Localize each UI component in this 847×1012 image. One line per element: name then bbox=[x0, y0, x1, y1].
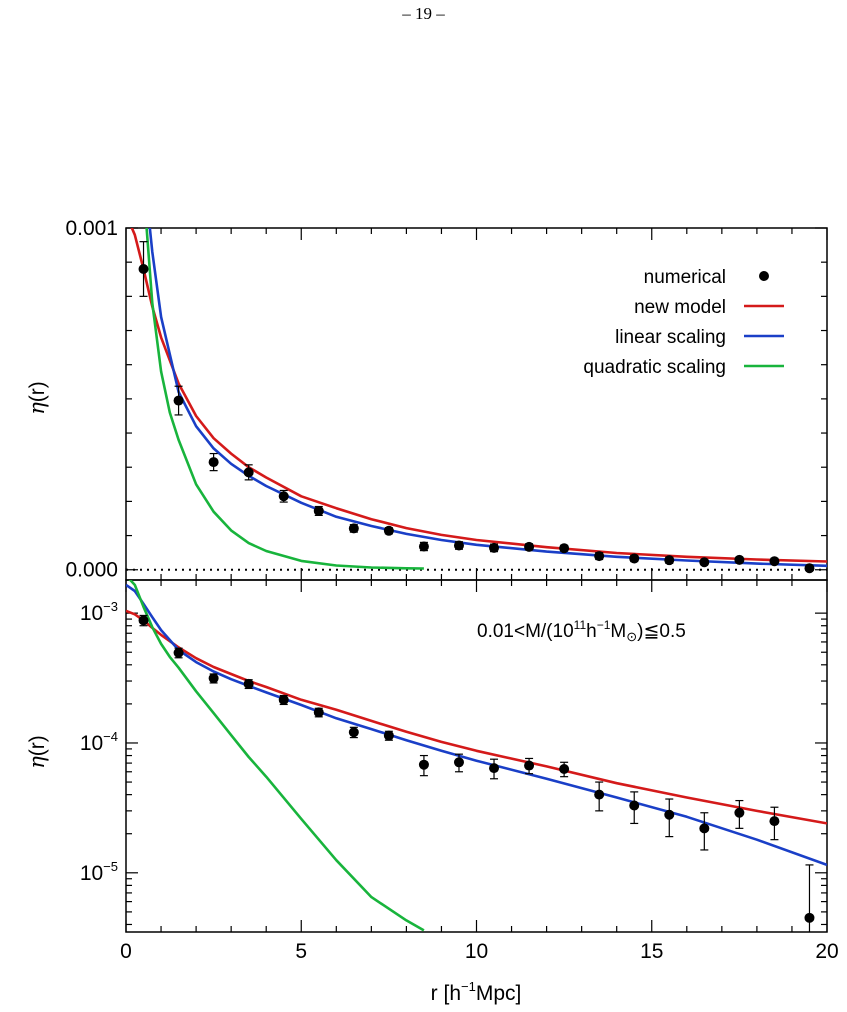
data-point bbox=[208, 673, 219, 684]
bottom-panel bbox=[125, 579, 828, 933]
y-tick-label: 0.000 bbox=[65, 559, 118, 582]
y-axis-title-top: η(r) bbox=[25, 381, 49, 415]
data-point bbox=[699, 557, 710, 568]
data-point bbox=[418, 541, 429, 552]
legend-label: quadratic scaling bbox=[583, 357, 726, 378]
data-point bbox=[348, 523, 359, 534]
data-point bbox=[664, 809, 675, 820]
legend-label: linear scaling bbox=[615, 327, 726, 348]
data-point bbox=[559, 764, 570, 775]
data-point bbox=[383, 730, 394, 741]
page-number: – 19 – bbox=[402, 4, 445, 23]
data-point bbox=[734, 807, 745, 818]
data-point bbox=[559, 543, 570, 554]
data-point bbox=[418, 759, 429, 770]
curve-quadratic-scaling bbox=[145, 228, 424, 570]
y-axis-title-bottom: η(r) bbox=[25, 735, 49, 769]
data-point bbox=[138, 264, 149, 275]
data-point bbox=[769, 816, 780, 827]
x-tick-label: 10 bbox=[465, 940, 488, 963]
data-point bbox=[629, 553, 640, 564]
mass-annotation: 0.01<M/(1011h−1M⊙)≦0.5 bbox=[477, 618, 686, 644]
data-point bbox=[804, 563, 815, 574]
data-point bbox=[453, 540, 464, 551]
curve-quadratic-scaling bbox=[128, 580, 425, 932]
data-point bbox=[524, 541, 535, 552]
data-point bbox=[278, 491, 289, 502]
y-tick-label: 10−5 bbox=[80, 859, 118, 885]
x-tick-label: 5 bbox=[295, 940, 307, 963]
numerical-points bbox=[138, 614, 815, 932]
data-point bbox=[804, 912, 815, 923]
data-point bbox=[629, 800, 640, 811]
data-point bbox=[524, 760, 535, 771]
data-point bbox=[348, 727, 359, 738]
legend-label: new model bbox=[634, 297, 726, 318]
data-point bbox=[594, 551, 605, 562]
legend: numerical new model linear scaling quadrati… bbox=[583, 267, 784, 378]
curve-new-model bbox=[126, 609, 827, 825]
x-tick-label: 0 bbox=[120, 940, 132, 963]
data-point bbox=[383, 525, 394, 536]
legend-label: numerical bbox=[644, 267, 726, 288]
data-point bbox=[243, 467, 254, 478]
x-axis-title: r [h−1Mpc] bbox=[431, 979, 522, 1005]
data-point bbox=[208, 457, 219, 468]
data-point bbox=[313, 505, 324, 516]
data-point bbox=[243, 678, 254, 689]
data-point bbox=[173, 647, 184, 658]
y-tick-label: 0.001 bbox=[65, 217, 118, 240]
data-point bbox=[173, 395, 184, 406]
y-tick-label: 10−4 bbox=[80, 729, 118, 755]
data-point bbox=[734, 554, 745, 565]
data-point bbox=[594, 789, 605, 800]
curve-new-model bbox=[130, 228, 827, 563]
data-point bbox=[769, 556, 780, 567]
data-point bbox=[664, 555, 675, 566]
numerical-points bbox=[138, 241, 815, 574]
x-tick-label: 15 bbox=[640, 940, 663, 963]
y-tick-label: 10−3 bbox=[80, 599, 118, 625]
x-tick-label: 20 bbox=[815, 940, 838, 963]
top-panel bbox=[125, 227, 828, 581]
data-point bbox=[313, 707, 324, 718]
data-point bbox=[453, 757, 464, 768]
data-point bbox=[699, 823, 710, 834]
data-point bbox=[489, 763, 500, 774]
legend-dot bbox=[759, 271, 769, 281]
data-point bbox=[278, 694, 289, 705]
data-point bbox=[489, 542, 500, 553]
data-point bbox=[138, 615, 149, 626]
